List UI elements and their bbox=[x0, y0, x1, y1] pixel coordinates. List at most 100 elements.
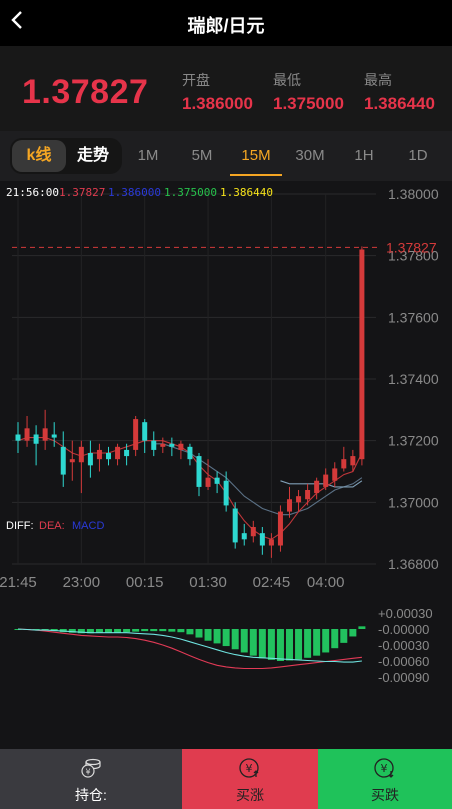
candle-body bbox=[169, 443, 175, 447]
tab-trend[interactable]: 走势 bbox=[76, 147, 109, 164]
period-1m[interactable]: 1M bbox=[137, 147, 159, 164]
price-tick-label: 1.38000 bbox=[388, 186, 439, 202]
candle-body bbox=[106, 453, 111, 460]
info-low: 1.375000 bbox=[164, 186, 217, 199]
macd-histogram-bar bbox=[168, 629, 176, 632]
info-close: 1.37827 bbox=[59, 186, 106, 199]
buy-down-button[interactable]: ¥ 买跌 bbox=[318, 749, 452, 809]
open-value: 1.386000 bbox=[182, 94, 253, 113]
candle-body bbox=[133, 419, 139, 450]
candle-body bbox=[259, 533, 265, 546]
candle-body bbox=[305, 490, 311, 500]
candle-body bbox=[287, 499, 292, 512]
period-15m[interactable]: 15M bbox=[241, 147, 271, 164]
info-time: 21:56:00 bbox=[6, 186, 59, 199]
macd-tick-label: +0.00030 bbox=[378, 606, 433, 621]
open-label: 开盘 bbox=[182, 72, 210, 88]
macd-histogram-bar bbox=[349, 629, 357, 637]
position-label: 持仓: bbox=[75, 787, 107, 803]
candle-body bbox=[341, 459, 347, 469]
macd-histogram-bar bbox=[240, 629, 248, 653]
candle-body bbox=[142, 422, 148, 441]
position-button[interactable]: ¥ 持仓: bbox=[0, 749, 182, 809]
candle-body bbox=[232, 508, 238, 543]
back-arrow-icon[interactable] bbox=[10, 9, 32, 35]
high-value: 1.386440 bbox=[364, 94, 435, 113]
candlestick-chart[interactable]: 1.38000 1.37800 1.37600 1.37400 1.37200 1.370… bbox=[0, 181, 452, 749]
macd-histogram-bar bbox=[114, 629, 122, 633]
period-1h[interactable]: 1H bbox=[354, 147, 374, 164]
candle-body bbox=[314, 480, 320, 494]
period-5m[interactable]: 5M bbox=[191, 147, 213, 164]
macd-histogram-bar bbox=[123, 629, 131, 633]
chart-area[interactable] bbox=[0, 181, 452, 749]
buy-down-label: 买跌 bbox=[371, 787, 399, 803]
candle-body bbox=[196, 456, 202, 487]
macd-histogram-bar bbox=[41, 629, 49, 631]
candle-body bbox=[33, 434, 39, 444]
macd-histogram-bar bbox=[276, 629, 284, 661]
top-bar: 瑞郎/日元 bbox=[0, 0, 452, 46]
active-period-underline bbox=[230, 174, 282, 176]
macd-histogram-bar bbox=[358, 626, 366, 629]
candle-body bbox=[115, 446, 121, 460]
candle-body bbox=[268, 539, 274, 546]
candle-body bbox=[296, 496, 302, 503]
buy-up-button[interactable]: ¥ 买涨 bbox=[182, 749, 318, 809]
macd-histogram-bar bbox=[159, 629, 167, 632]
macd-histogram-bar bbox=[177, 629, 185, 633]
macd-histogram-bar bbox=[86, 629, 94, 634]
info-high: 1.386440 bbox=[220, 186, 273, 199]
current-price: 1.37827 bbox=[22, 73, 149, 111]
candle-body bbox=[124, 449, 130, 457]
tab-kline[interactable]: k线 bbox=[12, 140, 66, 172]
candle-body bbox=[332, 468, 338, 481]
candle-body bbox=[178, 443, 184, 450]
candle-body bbox=[15, 434, 21, 441]
price-tick-label: 1.37200 bbox=[388, 433, 439, 449]
macd-tick-label: -0.00090 bbox=[378, 670, 429, 685]
macd-histogram-bar bbox=[132, 629, 140, 632]
macd-histogram-bar bbox=[322, 629, 330, 653]
candle-body bbox=[205, 477, 211, 487]
candle-body bbox=[42, 428, 48, 441]
low-label: 最低 bbox=[273, 72, 301, 88]
macd-tick-label: -0.00000 bbox=[378, 622, 429, 637]
macd-histogram-bar bbox=[249, 629, 257, 656]
macd-histogram-bar bbox=[222, 629, 230, 647]
candle-body bbox=[160, 443, 166, 447]
candle-body bbox=[78, 446, 84, 463]
macd-histogram-bar bbox=[195, 629, 203, 638]
period-30m[interactable]: 30M bbox=[295, 147, 325, 164]
macd-histogram-bar bbox=[231, 629, 239, 650]
yen-up-icon: ¥ bbox=[239, 757, 261, 779]
candle-body bbox=[277, 511, 283, 546]
macd-histogram-bar bbox=[95, 629, 103, 633]
time-tick-label: 23:00 bbox=[63, 574, 101, 591]
period-1d[interactable]: 1D bbox=[408, 147, 428, 164]
ma-third-line bbox=[280, 480, 363, 488]
ma-slow-line bbox=[153, 443, 363, 516]
macd-histogram-bar bbox=[141, 629, 149, 632]
high-label: 最高 bbox=[364, 72, 392, 88]
candle-body bbox=[87, 453, 93, 466]
macd-histogram-bar bbox=[77, 629, 85, 634]
macd-histogram-bar bbox=[186, 629, 194, 635]
macd-histogram-bar bbox=[340, 629, 348, 643]
candle-body bbox=[187, 446, 193, 460]
coins-icon: ¥ bbox=[80, 757, 102, 779]
time-tick-label: 21:45 bbox=[0, 574, 37, 591]
macd-histogram-bar bbox=[150, 629, 158, 632]
macd-histogram-bar bbox=[267, 629, 275, 660]
macd-diff-line bbox=[17, 628, 362, 663]
candle-body bbox=[51, 434, 57, 438]
time-tick-label: 04:00 bbox=[307, 574, 345, 591]
macd-histogram-bar bbox=[213, 629, 221, 644]
macd-dea-label: DEA: bbox=[39, 520, 65, 532]
time-tick-label: 02:45 bbox=[253, 574, 291, 591]
svg-text:¥: ¥ bbox=[246, 762, 253, 775]
candle-body bbox=[350, 456, 356, 466]
macd-histogram-bar bbox=[286, 629, 293, 661]
svg-text:¥: ¥ bbox=[85, 768, 90, 777]
time-tick-label: 00:15 bbox=[126, 574, 164, 591]
